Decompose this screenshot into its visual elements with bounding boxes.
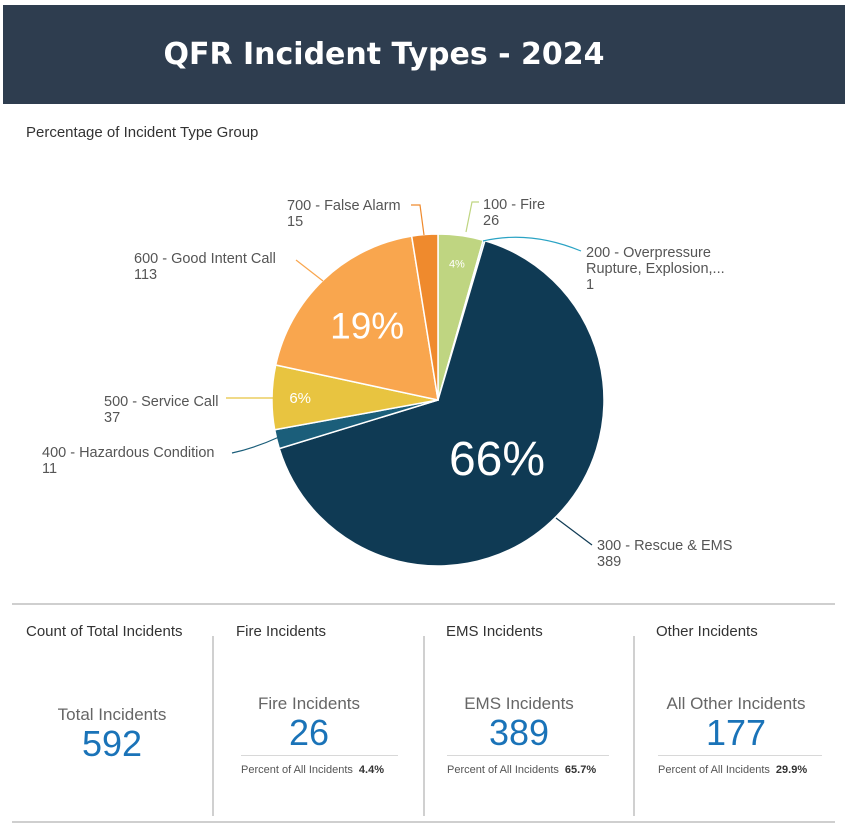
kpi-divider: [241, 755, 398, 756]
slice-category-label: 200 - Overpressure Rupture, Explosion,...: [586, 245, 725, 277]
slice-percent-label: 66%: [449, 433, 545, 486]
slice-category-label: 400 - Hazardous Condition: [42, 445, 215, 461]
kpi-divider: [447, 755, 609, 756]
kpi-value: 592: [81, 723, 143, 764]
slice-percent-label: 19%: [330, 305, 404, 346]
card-separator: [423, 636, 425, 816]
divider-top: [12, 603, 835, 605]
kpi-percent: Percent of All Incidents 4.4%: [241, 764, 384, 776]
kpi-percent-label: Percent of All Incidents: [658, 764, 770, 776]
leader-line: [231, 436, 280, 454]
slice-value-label: 1: [586, 277, 594, 293]
report-header: QFR Incident Types - 2024: [3, 5, 845, 104]
card-other-incidents: Other Incidents All Other Incidents 177 …: [644, 615, 834, 820]
card-title: EMS Incidents: [446, 623, 543, 640]
kpi-value: 177: [705, 712, 767, 753]
pie-slice: [410, 233, 439, 401]
slice-percent-label: 6%: [289, 390, 311, 407]
card-ems-incidents: EMS Incidents EMS Incidents 389 Percent …: [434, 615, 624, 820]
kpi-percent-value: 65.7%: [564, 764, 597, 776]
card-separator: [633, 636, 635, 816]
kpi-value: 389: [488, 712, 550, 753]
slice-value-label: 389: [597, 554, 621, 570]
kpi-label: EMS Incidents: [464, 694, 574, 713]
leader-line: [411, 204, 425, 236]
card-title: Count of Total Incidents: [26, 623, 183, 640]
kpi-percent: Percent of All Incidents 29.9%: [658, 764, 807, 776]
divider-bottom: [12, 821, 835, 823]
report-title: QFR Incident Types - 2024: [163, 37, 605, 72]
card-title: Fire Incidents: [236, 623, 327, 640]
card-separator: [212, 636, 214, 816]
slice-category-label: 500 - Service Call: [104, 394, 218, 410]
slice-value-label: 15: [287, 214, 303, 230]
slice-category-label: 600 - Good Intent Call: [134, 251, 276, 267]
kpi-percent-label: Percent of All Incidents: [447, 764, 559, 776]
card-fire-incidents: Fire Incidents Fire Incidents 26 Percent…: [224, 615, 414, 820]
leader-line: [295, 259, 324, 282]
kpi-percent-label: Percent of All Incidents: [241, 764, 353, 776]
slice-category-label: 300 - Rescue & EMS: [597, 538, 732, 554]
slice-percent-label: 4%: [449, 258, 465, 270]
leader-line: [482, 236, 582, 252]
slice-category-label: 700 - False Alarm: [287, 198, 401, 214]
pie-slice: [274, 235, 439, 401]
card-total-incidents: Count of Total Incidents Total Incidents…: [12, 615, 212, 820]
slice-value-label: 37: [104, 410, 120, 426]
kpi-percent-value: 29.9%: [775, 764, 808, 776]
kpi-label: Fire Incidents: [257, 694, 361, 713]
chart-title: Percentage of Incident Type Group: [26, 124, 259, 141]
kpi-divider: [658, 755, 822, 756]
pie-slice: [278, 239, 605, 567]
slice-value-label: 26: [483, 213, 499, 229]
card-title: Other Incidents: [656, 623, 758, 640]
slice-value-label: 11: [42, 461, 57, 477]
kpi-value: 26: [288, 712, 330, 753]
kpi-label: Total Incidents: [57, 705, 167, 724]
slice-category-label: 100 - Fire: [483, 197, 545, 213]
kpi-percent-value: 4.4%: [358, 764, 384, 776]
leader-line: [465, 201, 479, 233]
kpi-label: All Other Incidents: [666, 694, 806, 713]
kpi-percent: Percent of All Incidents 65.7%: [447, 764, 596, 776]
leader-line: [555, 517, 593, 546]
slice-value-label: 113: [134, 267, 157, 283]
